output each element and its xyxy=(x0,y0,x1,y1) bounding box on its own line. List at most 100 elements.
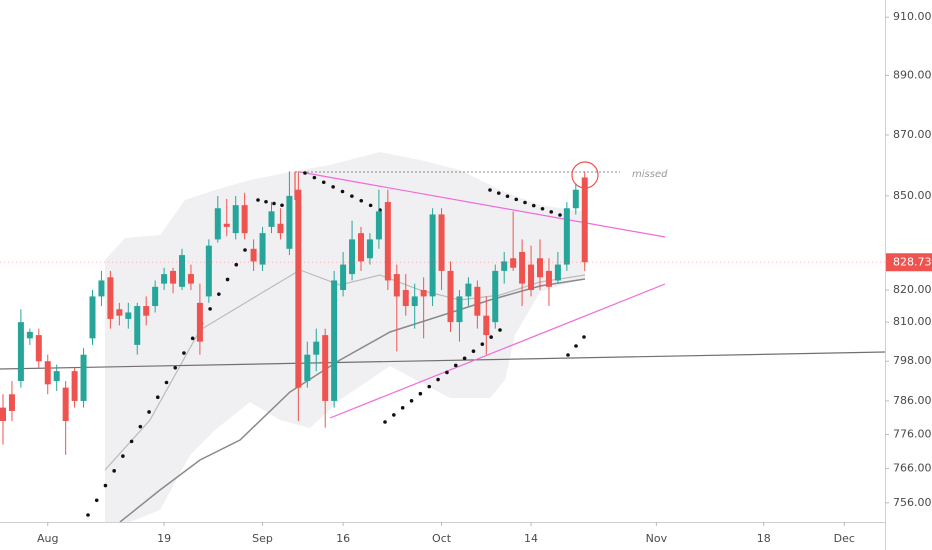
y-tick-label: 776.00 xyxy=(893,427,932,440)
moving-average-fast xyxy=(104,269,586,471)
sar-dot xyxy=(234,262,239,267)
candle-body xyxy=(474,286,481,316)
candle-body xyxy=(196,302,203,342)
sar-dot xyxy=(340,189,345,194)
candles xyxy=(0,171,588,455)
candle-body xyxy=(161,274,168,284)
candle-body xyxy=(563,208,570,265)
candle-body xyxy=(519,251,526,284)
candle-body xyxy=(232,205,239,234)
x-tick-label: 16 xyxy=(336,532,350,545)
candle-body xyxy=(483,315,490,336)
sar-dot xyxy=(383,420,387,424)
candle-body xyxy=(89,296,96,339)
annotation: missed xyxy=(632,169,668,180)
sar-dot xyxy=(321,180,326,185)
candle-body xyxy=(80,354,87,401)
x-tick-label: Aug xyxy=(37,532,58,545)
bollinger-band xyxy=(105,152,585,522)
candle-body xyxy=(349,239,356,275)
moving-average-slow xyxy=(119,278,586,523)
x-tick-label: 14 xyxy=(524,532,538,545)
y-tick-label: 910.00 xyxy=(893,10,932,23)
candle-body xyxy=(358,233,364,262)
sar-dot xyxy=(368,203,373,208)
sar-dot xyxy=(392,413,396,417)
sar-dot xyxy=(312,175,317,180)
axes: 910.00 890.00 870.00 850.00 820.00 810.00 798.… xyxy=(0,10,932,545)
y-tick-label: 810.00 xyxy=(893,315,932,328)
sar-dot xyxy=(574,344,578,348)
candle-body xyxy=(187,274,194,284)
sar-dot xyxy=(331,185,335,189)
sar-dot xyxy=(445,370,449,375)
sar-dot xyxy=(350,194,354,198)
y-tick-label: 798.00 xyxy=(893,354,932,367)
candle-body xyxy=(268,211,275,227)
y-tick-label: 786.00 xyxy=(893,394,932,407)
candle-body xyxy=(492,270,499,323)
candle-body xyxy=(134,306,141,345)
candle-body xyxy=(375,211,382,240)
candle-body xyxy=(465,283,472,297)
sar-dot xyxy=(243,248,247,252)
candle-body xyxy=(295,189,302,388)
candle-body xyxy=(411,296,418,307)
sar-dot xyxy=(558,213,562,217)
candle-body xyxy=(313,341,320,355)
candle-body xyxy=(510,258,517,268)
parabolic-sar xyxy=(86,171,586,517)
sar-dot xyxy=(112,469,116,473)
sar-dot xyxy=(359,198,364,203)
sar-dot xyxy=(427,384,432,389)
candle-body xyxy=(250,248,257,262)
x-tick-label: 18 xyxy=(757,532,771,545)
sar-dot xyxy=(182,351,186,355)
y-tick-label: 850.00 xyxy=(893,189,932,202)
trendline-upper xyxy=(299,171,666,238)
candle-body xyxy=(53,371,60,382)
sar-dot xyxy=(264,199,268,204)
sar-dot xyxy=(489,335,493,339)
candle-body xyxy=(17,322,24,382)
candle-body xyxy=(152,286,159,307)
candle-body xyxy=(125,312,132,319)
candle-body xyxy=(71,371,78,401)
last-price-tag xyxy=(886,253,932,272)
candle-body xyxy=(107,277,114,319)
candle-body xyxy=(366,239,373,259)
sar-dot xyxy=(566,353,570,357)
candle-body xyxy=(143,306,150,316)
sar-dot xyxy=(217,292,221,296)
sar-dot xyxy=(418,391,423,396)
candle-body xyxy=(420,290,427,297)
last-price-label: 828.73 xyxy=(893,255,932,268)
candle-body xyxy=(179,255,185,287)
candle-body xyxy=(304,354,311,382)
candle-body xyxy=(572,189,579,209)
sar-dot xyxy=(531,203,536,208)
candle-body xyxy=(501,261,508,271)
sar-dot xyxy=(256,198,260,202)
sar-dot xyxy=(514,197,519,202)
candle-body xyxy=(438,214,445,271)
candle-body xyxy=(384,202,391,281)
y-tick-label: 890.00 xyxy=(893,68,932,81)
candle-body xyxy=(340,264,347,291)
sar-dot xyxy=(280,203,284,208)
x-tick-label: 19 xyxy=(157,532,171,545)
sar-dot xyxy=(303,171,307,175)
x-tick-label: Dec xyxy=(834,532,855,545)
sar-dot xyxy=(453,363,458,368)
y-tick-label: 766.00 xyxy=(893,461,932,474)
candle-body xyxy=(393,274,400,297)
candle-body xyxy=(322,335,329,401)
x-tick-label: Oct xyxy=(432,532,452,545)
candle-body xyxy=(62,387,69,422)
candle-body xyxy=(429,214,436,297)
candle-body xyxy=(241,205,248,234)
candle-body xyxy=(205,245,212,297)
trendline-lower xyxy=(329,283,666,419)
candle-body xyxy=(98,280,105,297)
sar-dot xyxy=(496,191,501,195)
